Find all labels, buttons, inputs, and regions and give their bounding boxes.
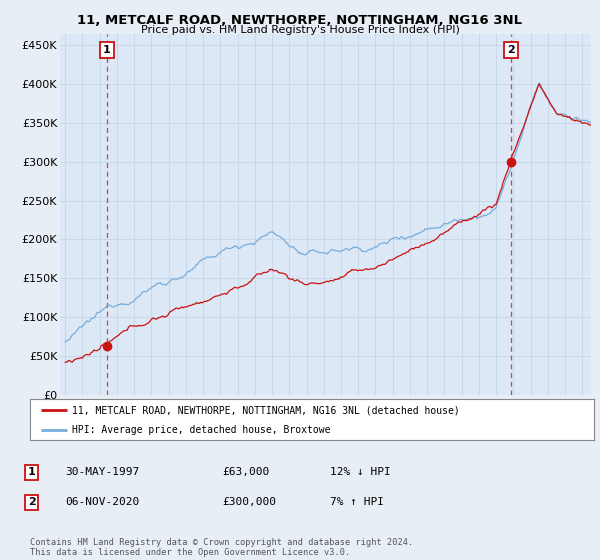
Text: 2: 2	[28, 497, 35, 507]
Text: £63,000: £63,000	[222, 467, 269, 477]
Text: Contains HM Land Registry data © Crown copyright and database right 2024.
This d: Contains HM Land Registry data © Crown c…	[30, 538, 413, 557]
Text: 11, METCALF ROAD, NEWTHORPE, NOTTINGHAM, NG16 3NL (detached house): 11, METCALF ROAD, NEWTHORPE, NOTTINGHAM,…	[73, 405, 460, 415]
Text: HPI: Average price, detached house, Broxtowe: HPI: Average price, detached house, Brox…	[73, 424, 331, 435]
Text: £300,000: £300,000	[222, 497, 276, 507]
Text: 2: 2	[507, 45, 515, 55]
Text: 7% ↑ HPI: 7% ↑ HPI	[330, 497, 384, 507]
Text: Price paid vs. HM Land Registry's House Price Index (HPI): Price paid vs. HM Land Registry's House …	[140, 25, 460, 35]
Text: 30-MAY-1997: 30-MAY-1997	[65, 467, 139, 477]
Text: 12% ↓ HPI: 12% ↓ HPI	[330, 467, 391, 477]
Text: 06-NOV-2020: 06-NOV-2020	[65, 497, 139, 507]
Text: 1: 1	[28, 467, 35, 477]
Text: 1: 1	[103, 45, 110, 55]
Text: 11, METCALF ROAD, NEWTHORPE, NOTTINGHAM, NG16 3NL: 11, METCALF ROAD, NEWTHORPE, NOTTINGHAM,…	[77, 14, 523, 27]
